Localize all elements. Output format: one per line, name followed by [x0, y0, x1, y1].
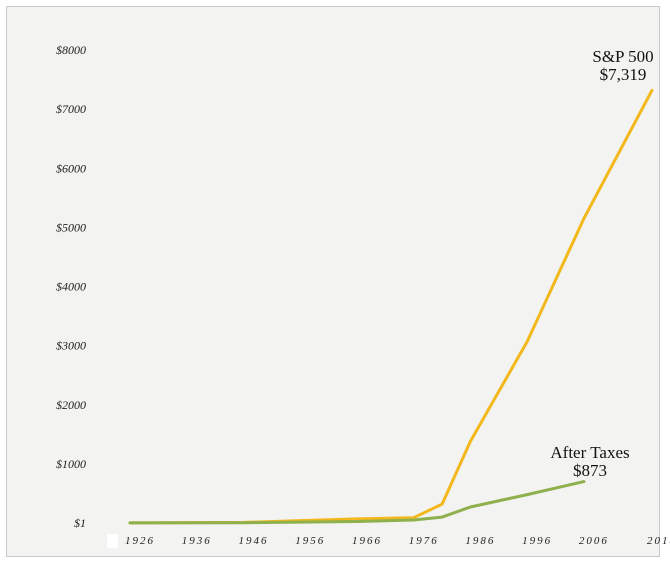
x-tick-label: 1946	[238, 535, 268, 547]
y-tick-label: $2000	[56, 398, 86, 412]
y-tick-label: $1	[74, 516, 86, 530]
x-tick-label: 1976	[409, 535, 439, 547]
x-tick-label: 1966	[352, 535, 382, 547]
x-tick-label: 1936	[182, 535, 212, 547]
y-tick-label: $5000	[56, 220, 86, 234]
y-tick-label: $3000	[56, 339, 86, 353]
x-tick-label: 2018	[647, 535, 670, 547]
x-tick-label: 1956	[295, 535, 325, 547]
y-tick-label: $8000	[56, 43, 86, 57]
series-annotation: S&P 500	[592, 47, 653, 66]
x-axis-color-swatch	[107, 534, 118, 548]
y-tick-label: $4000	[56, 280, 86, 294]
y-tick-label: $6000	[56, 161, 86, 175]
series-line-2	[128, 480, 586, 525]
y-tick-label: $7000	[56, 102, 86, 116]
chart-frame	[6, 6, 660, 557]
series-annotation: After Taxes	[550, 443, 629, 462]
y-tick-label: $1000	[56, 457, 86, 471]
x-tick-label: 1926	[125, 535, 155, 547]
series-annotation: $7,319	[600, 65, 647, 84]
series-annotation: $873	[573, 461, 607, 480]
x-tick-label: 1986	[465, 535, 495, 547]
x-tick-label: 2006	[579, 535, 609, 547]
x-tick-label: 1996	[522, 535, 552, 547]
